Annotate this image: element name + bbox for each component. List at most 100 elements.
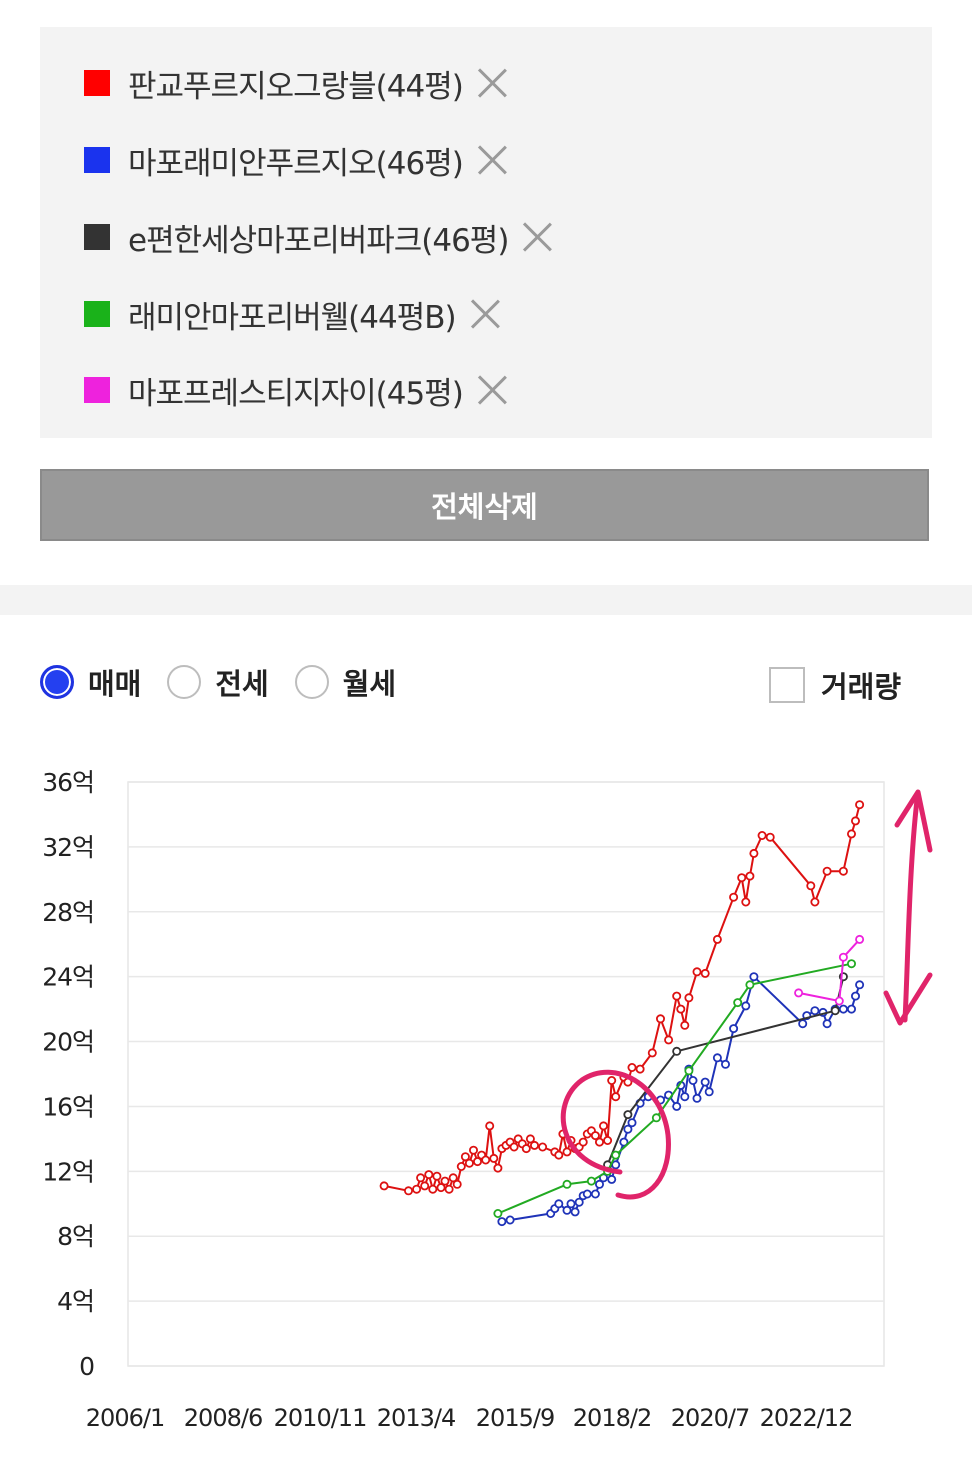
data-point[interactable] — [578, 1137, 588, 1147]
data-point[interactable] — [603, 1135, 613, 1145]
data-point[interactable] — [627, 1062, 637, 1072]
data-point[interactable] — [627, 1118, 637, 1128]
data-point[interactable] — [436, 1183, 446, 1193]
data-point[interactable] — [712, 934, 722, 944]
data-point[interactable] — [607, 1174, 617, 1184]
data-point[interactable] — [525, 1134, 535, 1144]
remove-x-icon[interactable] — [468, 297, 502, 331]
data-point[interactable] — [582, 1189, 592, 1199]
data-point[interactable] — [749, 848, 759, 858]
data-point[interactable] — [700, 968, 710, 978]
data-point[interactable] — [700, 1077, 710, 1087]
data-point[interactable] — [554, 1199, 564, 1209]
data-point[interactable] — [680, 1092, 690, 1102]
data-point[interactable] — [741, 1001, 751, 1011]
remove-x-icon[interactable] — [475, 373, 509, 407]
data-point[interactable] — [562, 1205, 572, 1215]
data-point[interactable] — [590, 1131, 600, 1141]
data-point[interactable] — [688, 1075, 698, 1085]
data-point[interactable] — [806, 881, 816, 891]
data-point[interactable] — [794, 988, 804, 998]
data-point[interactable] — [656, 1014, 666, 1024]
data-point[interactable] — [574, 1197, 584, 1207]
data-point[interactable] — [611, 1092, 621, 1102]
data-point[interactable] — [493, 1208, 503, 1218]
data-point[interactable] — [810, 897, 820, 907]
data-point[interactable] — [595, 1179, 605, 1189]
data-point[interactable] — [538, 1142, 548, 1152]
radio-unselected-icon[interactable] — [167, 665, 202, 699]
data-point[interactable] — [822, 1019, 832, 1029]
data-point[interactable] — [485, 1121, 495, 1131]
data-point[interactable] — [619, 1137, 629, 1147]
data-point[interactable] — [428, 1184, 438, 1194]
data-point[interactable] — [595, 1137, 605, 1147]
data-point[interactable] — [838, 866, 848, 876]
data-point[interactable] — [420, 1181, 430, 1191]
data-point[interactable] — [729, 892, 739, 902]
data-point[interactable] — [712, 1053, 722, 1063]
data-point[interactable] — [432, 1171, 442, 1181]
data-point[interactable] — [676, 1004, 686, 1014]
radio-sale[interactable]: 매매 — [40, 661, 141, 703]
radio-selected-icon[interactable] — [40, 665, 74, 699]
radio-unselected-icon[interactable] — [294, 665, 329, 699]
data-point[interactable] — [855, 800, 865, 810]
data-point[interactable] — [379, 1181, 389, 1191]
data-point[interactable] — [521, 1144, 531, 1154]
data-point[interactable] — [599, 1121, 609, 1131]
data-point[interactable] — [704, 1087, 714, 1097]
data-point[interactable] — [509, 1142, 519, 1152]
data-point[interactable] — [855, 934, 865, 944]
data-point[interactable] — [684, 993, 694, 1003]
data-point[interactable] — [765, 832, 775, 842]
data-point[interactable] — [611, 1150, 621, 1160]
data-point[interactable] — [635, 1064, 645, 1074]
data-point[interactable] — [672, 991, 682, 1001]
data-point[interactable] — [729, 1024, 739, 1034]
data-point[interactable] — [452, 1179, 462, 1189]
data-point[interactable] — [822, 866, 832, 876]
data-point[interactable] — [460, 1152, 470, 1162]
data-point[interactable] — [424, 1170, 434, 1180]
data-point[interactable] — [847, 1004, 857, 1014]
data-point[interactable] — [497, 1217, 507, 1227]
remove-x-icon[interactable] — [520, 220, 554, 254]
data-point[interactable] — [692, 967, 702, 977]
data-point[interactable] — [749, 972, 759, 982]
data-point[interactable] — [757, 831, 767, 841]
data-point[interactable] — [737, 873, 747, 883]
data-point[interactable] — [834, 996, 844, 1006]
data-point[interactable] — [611, 1160, 621, 1170]
data-point[interactable] — [562, 1179, 572, 1189]
data-point[interactable] — [554, 1150, 564, 1160]
data-point[interactable] — [664, 1035, 674, 1045]
data-point[interactable] — [721, 1059, 731, 1069]
data-point[interactable] — [481, 1155, 491, 1165]
data-point[interactable] — [468, 1145, 478, 1155]
data-point[interactable] — [505, 1215, 515, 1225]
data-point[interactable] — [623, 1110, 633, 1120]
data-point[interactable] — [586, 1176, 596, 1186]
data-point[interactable] — [562, 1147, 572, 1157]
data-point[interactable] — [456, 1161, 466, 1171]
data-point[interactable] — [851, 991, 861, 1001]
data-point[interactable] — [672, 1101, 682, 1111]
data-point[interactable] — [847, 959, 857, 969]
data-point[interactable] — [745, 871, 755, 881]
volume-checkbox[interactable] — [769, 667, 805, 703]
data-point[interactable] — [672, 1046, 682, 1056]
data-point[interactable] — [444, 1184, 454, 1194]
data-point[interactable] — [851, 816, 861, 826]
data-point[interactable] — [692, 1093, 702, 1103]
data-point[interactable] — [489, 1153, 499, 1163]
data-point[interactable] — [838, 952, 848, 962]
data-point[interactable] — [855, 980, 865, 990]
data-point[interactable] — [472, 1157, 482, 1167]
data-point[interactable] — [830, 1006, 840, 1016]
data-point[interactable] — [838, 1004, 848, 1014]
data-point[interactable] — [448, 1173, 458, 1183]
data-point[interactable] — [798, 1019, 808, 1029]
volume-toggle[interactable]: 거래량 — [769, 664, 901, 706]
data-point[interactable] — [647, 1048, 657, 1058]
